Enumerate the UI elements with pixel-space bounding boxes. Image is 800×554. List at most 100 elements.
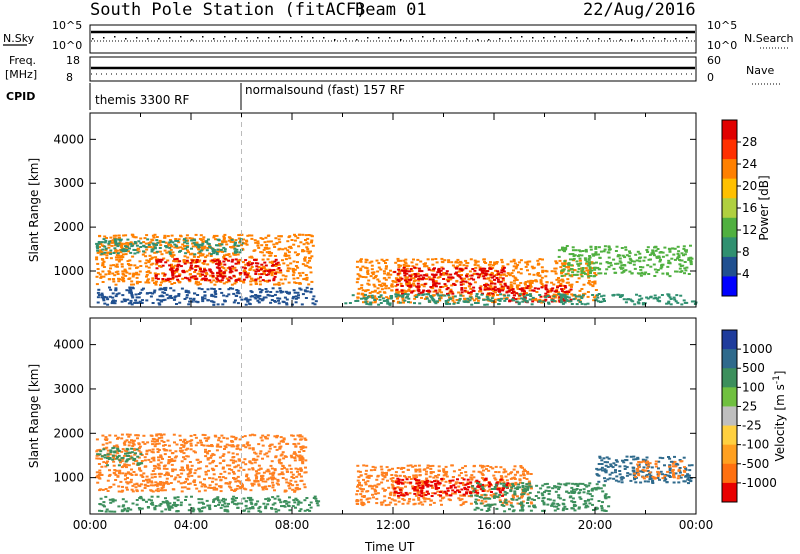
echo-cell bbox=[217, 264, 221, 267]
echo-cell bbox=[144, 478, 148, 481]
echo-cell bbox=[624, 301, 628, 304]
y-tick-label: 3000 bbox=[53, 176, 84, 190]
echo-cell bbox=[373, 469, 377, 471]
echo-cell bbox=[174, 260, 178, 263]
echo-cell bbox=[158, 303, 162, 306]
echo-cell bbox=[558, 259, 562, 262]
echo-cell bbox=[175, 275, 179, 278]
echo-cell bbox=[146, 279, 150, 282]
echo-cell bbox=[493, 477, 497, 480]
echo-cell bbox=[425, 470, 428, 473]
echo-cell bbox=[206, 457, 210, 460]
echo-cell bbox=[197, 260, 201, 263]
echo-cell bbox=[520, 287, 524, 290]
echo-cell bbox=[538, 258, 542, 261]
echo-cell bbox=[390, 289, 394, 292]
echo-cell bbox=[120, 437, 124, 440]
echo-cell bbox=[391, 477, 395, 479]
echo-cell bbox=[96, 296, 100, 299]
echo-cell bbox=[433, 480, 436, 483]
echo-cell bbox=[432, 283, 436, 286]
echo-cell bbox=[549, 288, 553, 290]
echo-cell bbox=[563, 260, 567, 263]
echo-cell bbox=[499, 274, 503, 276]
echo-cell bbox=[416, 489, 420, 492]
echo-cell bbox=[150, 481, 154, 484]
echo-cell bbox=[275, 434, 279, 437]
echo-cell bbox=[587, 275, 591, 278]
echo-cell bbox=[545, 281, 549, 284]
echo-cell bbox=[243, 435, 247, 438]
echo-cell bbox=[100, 455, 104, 458]
echo-cell bbox=[468, 274, 472, 277]
echo-cell bbox=[396, 297, 399, 300]
echo-cell bbox=[647, 258, 651, 261]
echo-cell bbox=[641, 302, 645, 305]
echo-cell bbox=[396, 257, 400, 260]
echo-cell bbox=[269, 291, 273, 293]
echo-cell bbox=[175, 303, 178, 305]
echo-cell bbox=[654, 297, 658, 299]
echo-cell bbox=[510, 272, 514, 275]
echo-cell bbox=[291, 505, 295, 508]
echo-cell bbox=[469, 476, 473, 479]
echo-cell bbox=[396, 293, 400, 296]
echo-cell bbox=[138, 445, 142, 448]
echo-cell bbox=[540, 276, 544, 279]
echo-cell bbox=[277, 509, 281, 512]
echo-cell bbox=[496, 294, 500, 296]
echo-cell bbox=[160, 481, 164, 484]
echo-cell bbox=[228, 481, 232, 484]
echo-cell bbox=[245, 475, 248, 478]
echo-cell bbox=[145, 273, 149, 276]
echo-cell bbox=[388, 303, 392, 306]
echo-cell bbox=[235, 248, 239, 251]
echo-cell bbox=[507, 473, 510, 476]
echo-cell bbox=[580, 267, 583, 270]
echo-cell bbox=[414, 294, 418, 297]
echo-cell bbox=[390, 296, 394, 299]
echo-cell bbox=[473, 263, 477, 266]
echo-cell bbox=[405, 280, 409, 283]
nsky-label: N.Sky bbox=[3, 32, 35, 45]
echo-cell bbox=[134, 293, 138, 296]
echo-cell bbox=[110, 302, 114, 305]
echo-cell bbox=[170, 267, 174, 270]
echo-cell bbox=[129, 508, 133, 511]
echo-cell bbox=[106, 479, 110, 482]
echo-cell bbox=[584, 258, 588, 261]
echo-cell bbox=[560, 272, 564, 275]
echo-cell bbox=[683, 249, 687, 252]
echo-cell bbox=[204, 269, 208, 272]
echo-cell bbox=[102, 295, 106, 298]
echo-cell bbox=[248, 260, 251, 263]
echo-cell bbox=[362, 503, 366, 506]
echo-cell bbox=[577, 267, 581, 270]
echo-cell bbox=[160, 258, 164, 261]
echo-cell bbox=[413, 284, 416, 287]
echo-cell bbox=[544, 296, 548, 299]
echo-cell bbox=[400, 482, 404, 485]
echo-cell bbox=[577, 295, 581, 298]
echo-cell bbox=[472, 470, 476, 473]
echo-cell bbox=[245, 507, 249, 510]
echo-cell bbox=[234, 460, 238, 463]
echo-cell bbox=[197, 252, 201, 255]
echo-cell bbox=[98, 273, 102, 276]
echo-cell bbox=[434, 282, 438, 285]
echo-cell bbox=[572, 269, 576, 271]
echo-cell bbox=[377, 266, 381, 269]
echo-cell bbox=[169, 254, 173, 257]
echo-cell bbox=[580, 254, 584, 257]
echo-cell bbox=[480, 476, 484, 479]
echo-cell bbox=[552, 293, 556, 296]
echo-cell bbox=[635, 293, 638, 296]
echo-cell bbox=[559, 294, 563, 297]
echo-cell bbox=[394, 479, 398, 482]
echo-cell bbox=[251, 295, 254, 298]
echo-cell bbox=[254, 280, 258, 283]
echo-cell bbox=[602, 294, 606, 297]
echo-cell bbox=[304, 446, 308, 449]
echo-cell bbox=[499, 466, 503, 469]
echo-cell bbox=[304, 459, 308, 462]
